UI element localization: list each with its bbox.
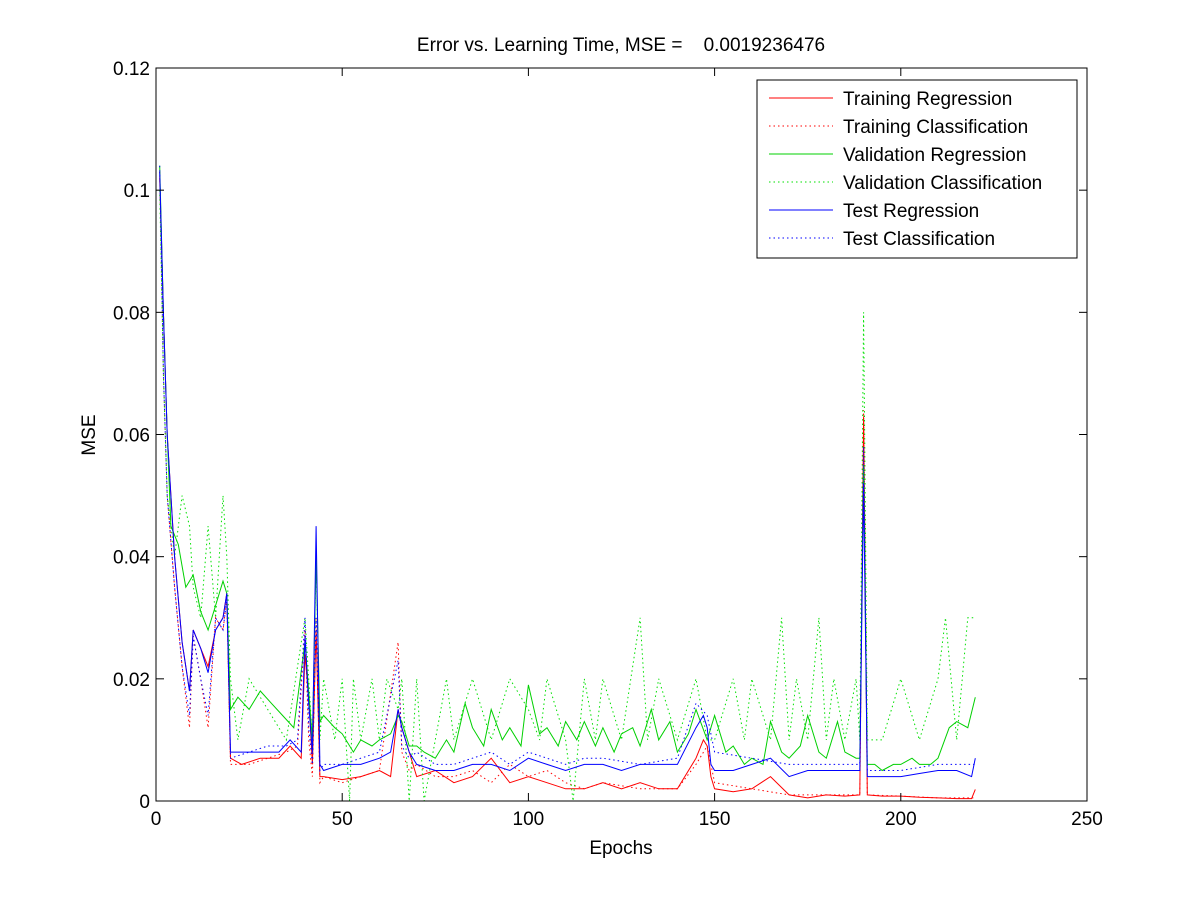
x-tick-label: 100 [513, 809, 545, 830]
legend-label: Training Regression [843, 89, 1012, 110]
chart-title: Error vs. Learning Time, MSE = 0.0019236… [417, 35, 825, 56]
legend-label: Validation Regression [843, 145, 1026, 166]
y-axis-label: MSE [79, 414, 100, 455]
series-line-6 [159, 165, 976, 773]
legend-label: Validation Classification [843, 173, 1042, 194]
series-line-1 [159, 177, 976, 800]
x-axis-label: Epochs [589, 838, 652, 859]
legend-label: Test Classification [843, 229, 995, 250]
legend-label: Test Regression [843, 201, 979, 222]
series-line-2 [159, 171, 976, 799]
y-axis: 0 0.02 0.04 0.06 0.08 0.1 0.12 [113, 59, 1087, 813]
series-layer [159, 165, 976, 801]
series-line-4 [159, 190, 976, 801]
x-tick-label: 0 [151, 809, 162, 830]
y-tick-label: 0 [139, 792, 150, 813]
x-tick-label: 50 [332, 809, 353, 830]
x-axis: 0 50 100 150 200 250 [151, 68, 1103, 830]
series-line-3 [159, 165, 976, 772]
y-tick-label: 0.08 [113, 303, 150, 324]
legend-box [756, 79, 1078, 259]
y-tick-label: 0.06 [113, 426, 150, 447]
y-tick-label: 0.12 [113, 59, 150, 80]
y-tick-label: 0.02 [113, 670, 150, 691]
series-line-5 [159, 171, 976, 778]
legend: Training Regression Training Classificati… [756, 79, 1078, 259]
x-tick-label: 250 [1071, 809, 1103, 830]
y-tick-label: 0.04 [113, 548, 150, 569]
x-tick-label: 150 [699, 809, 731, 830]
y-tick-label: 0.1 [124, 181, 150, 202]
x-tick-label: 200 [885, 809, 917, 830]
legend-label: Training Classification [843, 117, 1028, 138]
